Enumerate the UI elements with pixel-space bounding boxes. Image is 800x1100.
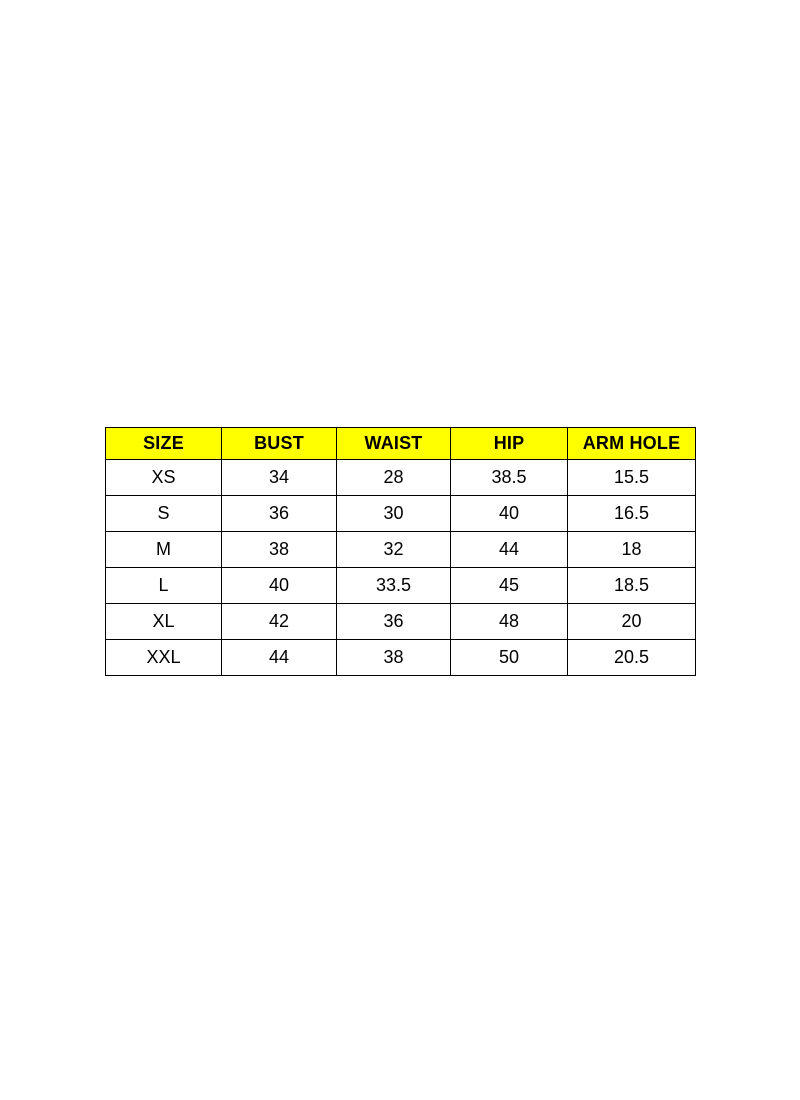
column-header-arm-hole: ARM HOLE bbox=[567, 427, 696, 460]
cell-size: XXL bbox=[105, 639, 222, 676]
cell-bust: 34 bbox=[221, 459, 337, 496]
cell-arm-hole: 16.5 bbox=[567, 495, 696, 532]
cell-arm-hole: 18.5 bbox=[567, 567, 696, 604]
size-chart-header: SIZE BUST WAIST HIP ARM HOLE bbox=[105, 427, 696, 460]
cell-size: M bbox=[105, 531, 222, 568]
cell-waist: 33.5 bbox=[336, 567, 451, 604]
cell-arm-hole: 15.5 bbox=[567, 459, 696, 496]
size-chart-body: XS 34 28 38.5 15.5 S 36 30 40 16.5 M 38 … bbox=[105, 459, 696, 676]
cell-bust: 38 bbox=[221, 531, 337, 568]
cell-size: XL bbox=[105, 603, 222, 640]
cell-hip: 44 bbox=[450, 531, 568, 568]
cell-arm-hole: 18 bbox=[567, 531, 696, 568]
table-row: XS 34 28 38.5 15.5 bbox=[105, 459, 696, 496]
cell-hip: 38.5 bbox=[450, 459, 568, 496]
cell-waist: 36 bbox=[336, 603, 451, 640]
table-row: XL 42 36 48 20 bbox=[105, 603, 696, 640]
cell-hip: 40 bbox=[450, 495, 568, 532]
cell-hip: 50 bbox=[450, 639, 568, 676]
cell-size: S bbox=[105, 495, 222, 532]
cell-hip: 48 bbox=[450, 603, 568, 640]
cell-size: XS bbox=[105, 459, 222, 496]
column-header-waist: WAIST bbox=[336, 427, 451, 460]
column-header-size: SIZE bbox=[105, 427, 222, 460]
cell-bust: 42 bbox=[221, 603, 337, 640]
size-chart-table: SIZE BUST WAIST HIP ARM HOLE XS 34 28 38… bbox=[105, 427, 696, 676]
cell-waist: 28 bbox=[336, 459, 451, 496]
cell-arm-hole: 20.5 bbox=[567, 639, 696, 676]
cell-waist: 30 bbox=[336, 495, 451, 532]
cell-waist: 38 bbox=[336, 639, 451, 676]
cell-hip: 45 bbox=[450, 567, 568, 604]
table-row: XXL 44 38 50 20.5 bbox=[105, 639, 696, 676]
cell-bust: 40 bbox=[221, 567, 337, 604]
cell-waist: 32 bbox=[336, 531, 451, 568]
table-row: M 38 32 44 18 bbox=[105, 531, 696, 568]
column-header-bust: BUST bbox=[221, 427, 337, 460]
size-chart-container: SIZE BUST WAIST HIP ARM HOLE XS 34 28 38… bbox=[105, 427, 696, 676]
table-header-row: SIZE BUST WAIST HIP ARM HOLE bbox=[105, 427, 696, 460]
cell-size: L bbox=[105, 567, 222, 604]
table-row: S 36 30 40 16.5 bbox=[105, 495, 696, 532]
table-row: L 40 33.5 45 18.5 bbox=[105, 567, 696, 604]
column-header-hip: HIP bbox=[450, 427, 568, 460]
cell-bust: 44 bbox=[221, 639, 337, 676]
cell-arm-hole: 20 bbox=[567, 603, 696, 640]
cell-bust: 36 bbox=[221, 495, 337, 532]
